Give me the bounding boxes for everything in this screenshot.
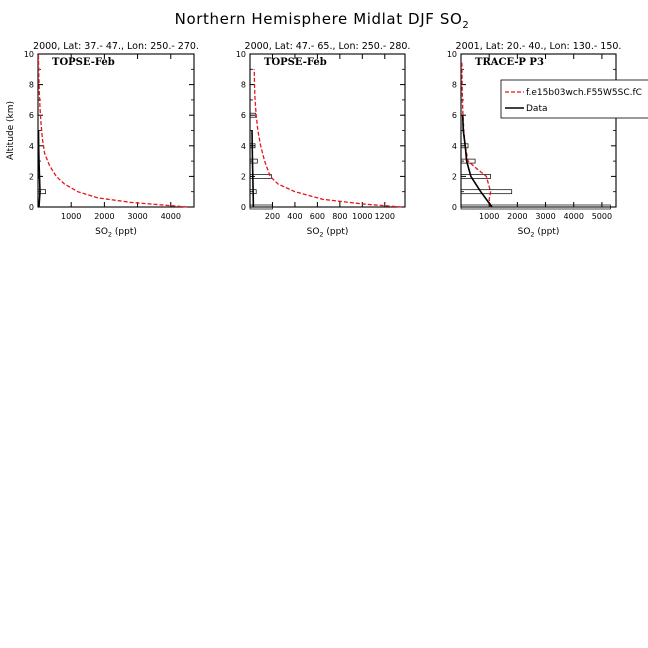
data-range-bar (37, 189, 46, 195)
plot-frame (249, 53, 406, 208)
legend-data-label: Data (526, 104, 548, 114)
figure-title: Northern Hemisphere Midlat DJF SO2 (175, 10, 470, 31)
legend-box (500, 79, 648, 119)
panel-title: 2001, Lat: 20.- 40., Lon: 130.- 150. (456, 41, 622, 52)
y-tick-label: 6 (29, 111, 34, 120)
x-tick-label: 4000 (161, 212, 181, 221)
data-range-bar (249, 158, 258, 164)
x-tick-label: 1000 (352, 212, 372, 221)
campaign-label: TOPSE-Feb (52, 57, 115, 68)
data-range-bar (460, 189, 513, 195)
x-tick-label: 3000 (127, 212, 147, 221)
x-tick-label: 200 (265, 212, 280, 221)
chart-panel-1: 2000, Lat: 37.- 47., Lon: 250.- 270. TOPS… (6, 41, 199, 239)
y-tick-label: 0 (452, 203, 457, 212)
y-tick-label: 4 (29, 142, 34, 151)
legend-model-label: f.e15b03wch.F55W5SC.fC (526, 88, 642, 98)
panels: 2000, Lat: 37.- 47., Lon: 250.- 270. TOPS… (6, 41, 648, 239)
plot-frame (460, 53, 617, 208)
x-tick-label: 4000 (564, 212, 584, 221)
y-tick-label: 8 (452, 81, 457, 90)
chart-panel-3: 2001, Lat: 20.- 40., Lon: 130.- 150. TRAC… (447, 41, 622, 239)
x-tick-label: 400 (287, 212, 302, 221)
y-tick-label: 4 (241, 142, 246, 151)
data-range-bar (249, 204, 273, 210)
x-axis-label: SO2 (ppt) (518, 227, 560, 239)
y-tick-label: 10 (447, 50, 457, 59)
y-tick-label: 8 (241, 81, 246, 90)
x-axis-label: SO2 (ppt) (95, 227, 137, 239)
y-tick-label: 4 (452, 142, 457, 151)
y-tick-label: 6 (241, 111, 246, 120)
data-range-bar (460, 174, 491, 179)
y-tick-label: 6 (452, 111, 457, 120)
y-tick-label: 10 (236, 50, 246, 59)
x-tick-label: 2000 (94, 212, 114, 221)
data-line (461, 115, 493, 208)
x-tick-label: 2000 (507, 212, 527, 221)
model-line (253, 69, 402, 208)
x-tick-label: 600 (310, 212, 325, 221)
panel-title: 2000, Lat: 47.- 65., Lon: 250.- 280. (245, 41, 411, 52)
data-line (37, 130, 41, 208)
campaign-label: TRACE-P P3 (475, 57, 544, 68)
chart-panel-2: 2000, Lat: 47.- 65., Lon: 250.- 280. TOPS… (236, 41, 411, 239)
x-axis-label: SO2 (ppt) (307, 227, 349, 239)
y-tick-label: 2 (241, 172, 246, 181)
x-tick-label: 1200 (375, 212, 395, 221)
y-tick-label: 10 (24, 50, 34, 59)
y-tick-label: 0 (241, 203, 246, 212)
data-line (251, 130, 255, 208)
data-range-bar (249, 174, 272, 179)
x-tick-label: 1000 (61, 212, 81, 221)
data-range-bar (460, 204, 611, 210)
legend: f.e15b03wch.F55W5SC.fC Data (500, 79, 648, 119)
figure-title-main: Northern Hemisphere Midlat DJF SO (175, 10, 463, 28)
x-tick-label: 5000 (592, 212, 612, 221)
y-tick-label: 8 (29, 81, 34, 90)
x-tick-label: 1000 (479, 212, 499, 221)
y-tick-label: 2 (29, 172, 34, 181)
y-tick-label: 0 (29, 203, 34, 212)
campaign-label: TOPSE-Feb (264, 57, 327, 68)
model-line (37, 53, 188, 208)
x-tick-label: 3000 (535, 212, 555, 221)
plot-frame (37, 53, 195, 208)
y-tick-label: 2 (452, 172, 457, 181)
figure-title-sub: 2 (462, 20, 469, 31)
y-axis-label: Altitude (km) (6, 101, 16, 160)
panel-title: 2000, Lat: 37.- 47., Lon: 250.- 270. (33, 41, 199, 52)
x-tick-label: 800 (332, 212, 347, 221)
